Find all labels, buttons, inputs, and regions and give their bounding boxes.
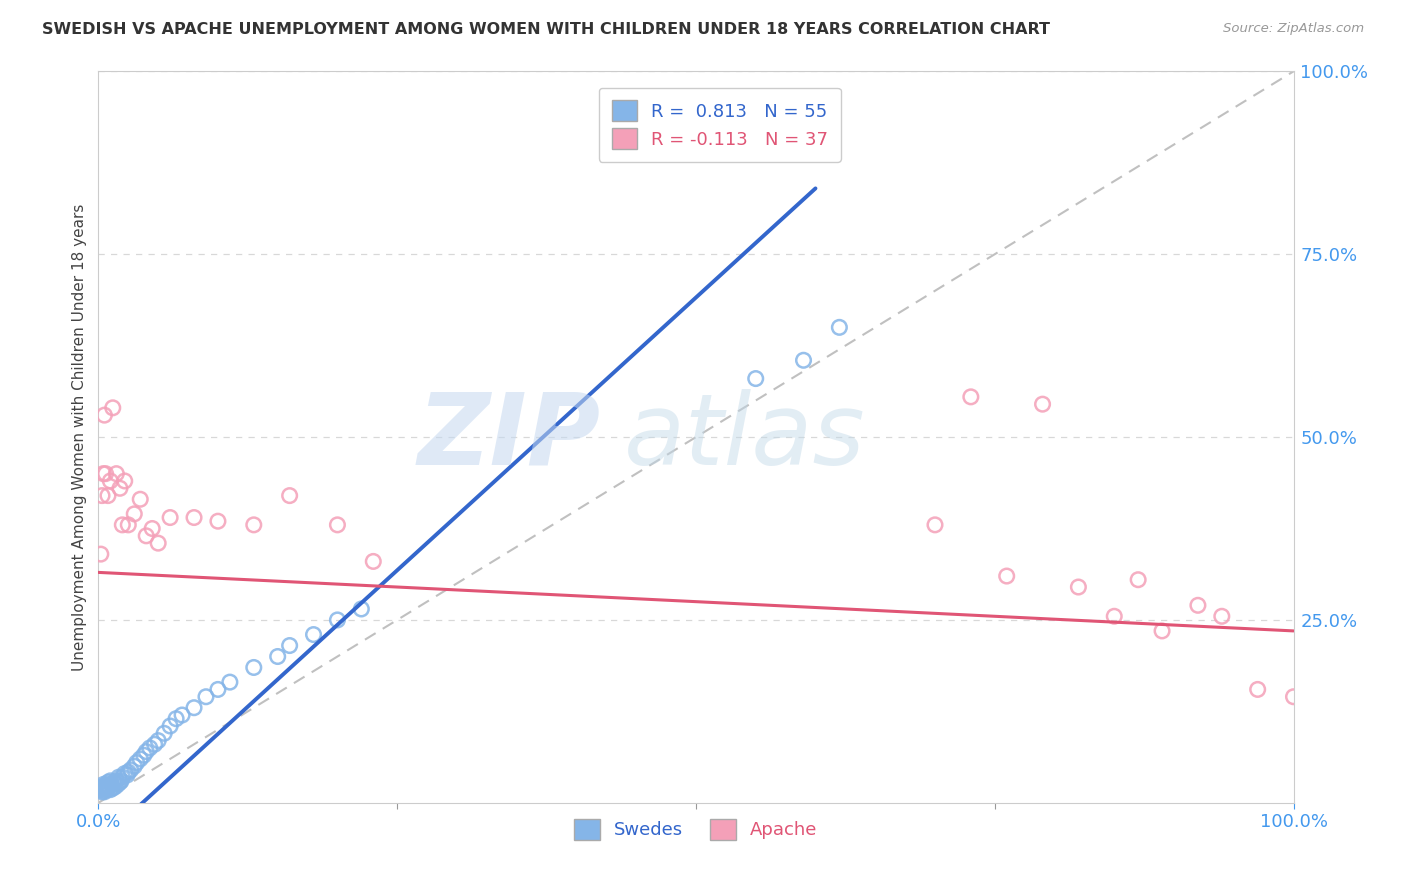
Point — [139, 740, 162, 755]
Point — [1104, 609, 1126, 624]
Point — [243, 660, 266, 674]
Point — [117, 517, 139, 532]
Point — [97, 781, 120, 796]
Point — [1211, 609, 1233, 624]
Point — [278, 489, 301, 503]
Point — [960, 390, 983, 404]
Point — [108, 481, 131, 495]
Point — [132, 748, 155, 763]
Point — [183, 700, 205, 714]
Point — [172, 708, 194, 723]
Point — [111, 770, 134, 784]
Point — [183, 510, 205, 524]
Point — [828, 320, 851, 334]
Point — [94, 780, 117, 794]
Point — [115, 768, 138, 782]
Point — [745, 371, 768, 385]
Point — [153, 726, 176, 740]
Point — [91, 778, 114, 792]
Y-axis label: Unemployment Among Women with Children Under 18 years: Unemployment Among Women with Children U… — [72, 203, 87, 671]
Point — [165, 712, 187, 726]
Point — [1152, 624, 1174, 638]
Point — [93, 408, 115, 422]
Point — [1282, 690, 1305, 704]
Point — [195, 690, 218, 704]
Point — [93, 781, 115, 796]
Point — [1032, 397, 1054, 411]
Point — [129, 492, 152, 507]
Point — [94, 467, 117, 481]
Point — [124, 759, 146, 773]
Point — [114, 766, 136, 780]
Point — [1128, 573, 1150, 587]
Point — [90, 782, 112, 797]
Point — [98, 782, 122, 797]
Point — [91, 782, 114, 797]
Point — [159, 510, 181, 524]
Point — [96, 782, 118, 797]
Point — [91, 467, 114, 481]
Point — [107, 770, 129, 784]
Text: ZIP: ZIP — [418, 389, 600, 485]
Point — [302, 627, 325, 641]
Point — [91, 785, 114, 799]
Point — [97, 489, 120, 503]
Point — [143, 737, 166, 751]
Point — [98, 780, 121, 794]
Point — [124, 507, 146, 521]
Point — [89, 781, 111, 796]
Point — [120, 763, 142, 777]
Point — [105, 467, 128, 481]
Point — [135, 529, 157, 543]
Point — [90, 547, 112, 561]
Point — [326, 613, 349, 627]
Point — [105, 773, 128, 788]
Text: atlas: atlas — [624, 389, 866, 485]
Point — [219, 675, 242, 690]
Point — [98, 474, 122, 488]
Point — [135, 745, 157, 759]
Point — [104, 780, 127, 794]
Point — [103, 775, 125, 789]
Point — [125, 756, 148, 770]
Point — [107, 778, 129, 792]
Point — [243, 517, 266, 532]
Point — [93, 785, 115, 799]
Point — [91, 780, 114, 794]
Point — [1187, 599, 1209, 613]
Point — [278, 639, 301, 653]
Point — [91, 489, 114, 503]
Point — [108, 775, 131, 789]
Point — [129, 752, 152, 766]
Point — [363, 554, 385, 568]
Point — [100, 778, 122, 792]
Point — [207, 682, 229, 697]
Text: Source: ZipAtlas.com: Source: ZipAtlas.com — [1223, 22, 1364, 36]
Point — [326, 517, 349, 532]
Point — [148, 536, 170, 550]
Point — [267, 649, 290, 664]
Point — [1067, 580, 1090, 594]
Point — [101, 781, 124, 796]
Point — [141, 521, 163, 535]
Point — [207, 514, 229, 528]
Text: SWEDISH VS APACHE UNEMPLOYMENT AMONG WOMEN WITH CHILDREN UNDER 18 YEARS CORRELAT: SWEDISH VS APACHE UNEMPLOYMENT AMONG WOM… — [42, 22, 1050, 37]
Point — [98, 773, 122, 788]
Point — [924, 517, 946, 532]
Legend: Swedes, Apache: Swedes, Apache — [565, 810, 827, 848]
Point — [159, 719, 181, 733]
Point — [350, 602, 373, 616]
Point — [111, 517, 134, 532]
Point — [995, 569, 1018, 583]
Point — [110, 773, 132, 788]
Point — [1247, 682, 1270, 697]
Point — [114, 474, 136, 488]
Point — [793, 353, 815, 368]
Point — [101, 401, 124, 415]
Point — [97, 775, 120, 789]
Point — [117, 765, 139, 780]
Point — [96, 778, 118, 792]
Point — [148, 733, 170, 747]
